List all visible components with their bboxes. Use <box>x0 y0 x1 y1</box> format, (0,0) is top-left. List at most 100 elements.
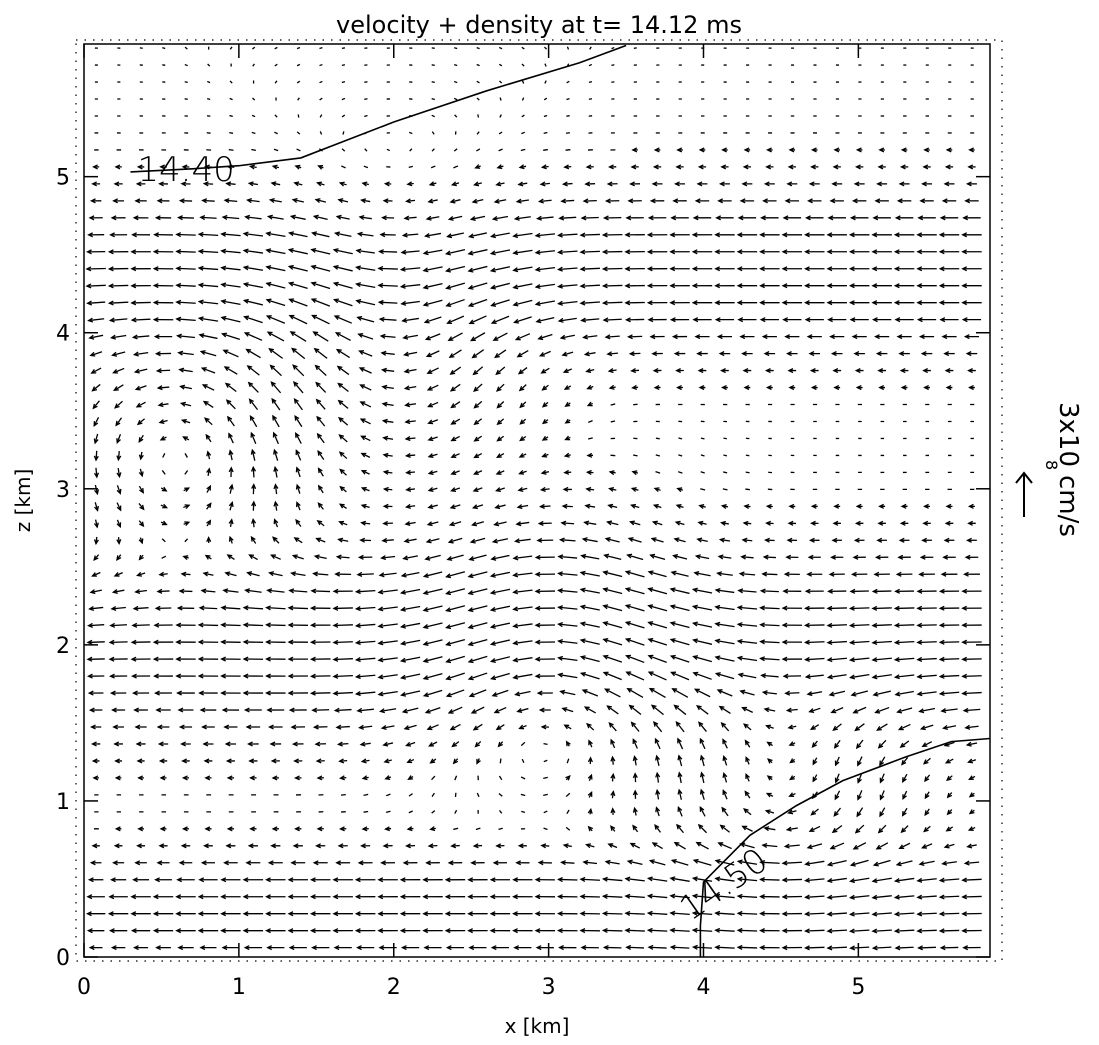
velocity-arrow <box>848 605 870 611</box>
velocity-arrow <box>250 431 257 445</box>
velocity-arrow <box>313 554 327 560</box>
velocity-arrow <box>831 824 843 834</box>
velocity-arrow <box>743 147 751 153</box>
velocity-arrow <box>557 300 578 306</box>
velocity-arrow <box>804 249 825 255</box>
velocity-arrow <box>804 674 824 680</box>
velocity-arrow <box>512 555 533 561</box>
velocity-arrow <box>206 115 211 117</box>
velocity-arrow <box>355 298 376 306</box>
velocity-arrow <box>537 198 552 204</box>
velocity-arrow <box>265 281 286 289</box>
velocity-arrow <box>765 164 774 170</box>
velocity-arrow <box>718 537 731 543</box>
velocity-arrow <box>312 860 328 866</box>
velocity-arrow <box>878 147 885 153</box>
velocity-arrow <box>155 707 171 713</box>
velocity-arrow <box>857 773 863 784</box>
velocity-arrow <box>182 555 189 561</box>
velocity-arrow <box>540 367 550 374</box>
velocity-arrow <box>272 431 280 445</box>
velocity-arrow <box>422 928 443 934</box>
velocity-arrow <box>116 485 122 495</box>
velocity-arrow <box>700 454 705 457</box>
velocity-arrow <box>630 164 639 170</box>
velocity-arrow <box>319 47 323 50</box>
velocity-arrow <box>380 724 395 730</box>
velocity-arrow <box>251 114 256 118</box>
velocity-arrow <box>159 775 167 781</box>
velocity-arrow <box>848 639 870 646</box>
velocity-arrow <box>781 605 803 611</box>
velocity-arrow <box>874 554 889 560</box>
velocity-arrow <box>311 945 330 951</box>
velocity-arrow <box>247 381 259 393</box>
velocity-arrow <box>200 367 216 374</box>
velocity-arrow <box>229 80 233 84</box>
velocity-arrow <box>157 402 169 408</box>
velocity-arrow <box>854 520 864 526</box>
velocity-arrow <box>876 181 888 187</box>
velocity-arrow <box>403 385 417 391</box>
velocity-arrow <box>961 232 982 238</box>
velocity-arrow <box>587 773 593 781</box>
velocity-arrow <box>179 401 192 407</box>
velocity-arrow <box>534 249 556 255</box>
velocity-arrow <box>714 317 735 323</box>
contour-label: 14.40 <box>137 150 234 190</box>
velocity-arrow <box>557 554 578 560</box>
velocity-arrow <box>360 435 371 442</box>
velocity-arrow <box>160 503 169 509</box>
velocity-arrow <box>580 317 600 323</box>
velocity-arrow <box>183 487 191 493</box>
velocity-arrow <box>563 469 572 475</box>
reference-vector: 3x10 8 cm/s <box>1015 402 1083 537</box>
velocity-arrow <box>378 572 397 578</box>
velocity-arrow <box>132 351 149 357</box>
velocity-arrow <box>425 215 440 221</box>
velocity-arrow <box>652 164 662 170</box>
velocity-arrow <box>879 756 886 767</box>
velocity-arrow <box>356 231 374 237</box>
velocity-arrow <box>854 824 865 834</box>
velocity-arrow <box>113 843 123 849</box>
velocity-arrow <box>199 350 217 357</box>
velocity-arrow <box>759 588 779 594</box>
velocity-arrow <box>764 368 774 374</box>
velocity-arrow <box>604 334 620 340</box>
velocity-arrow <box>296 46 301 50</box>
velocity-arrow <box>804 911 825 917</box>
velocity-arrow <box>130 249 151 255</box>
velocity-arrow <box>205 433 212 443</box>
velocity-arrow <box>699 788 705 800</box>
velocity-arrow <box>852 706 867 714</box>
velocity-arrow <box>273 518 279 528</box>
velocity-arrow <box>221 945 240 951</box>
velocity-arrow <box>557 317 577 323</box>
velocity-arrow <box>921 537 932 543</box>
velocity-arrow <box>699 754 705 767</box>
velocity-arrow <box>516 504 529 510</box>
velocity-arrow <box>86 249 106 255</box>
velocity-arrow <box>671 334 688 340</box>
velocity-arrow <box>287 639 309 645</box>
velocity-arrow <box>489 928 511 934</box>
velocity-arrow <box>902 790 908 801</box>
velocity-arrow <box>811 740 818 748</box>
velocity-arrow <box>409 131 413 135</box>
velocity-arrow <box>426 521 439 527</box>
velocity-arrow <box>176 877 195 883</box>
velocity-arrow <box>364 98 368 100</box>
velocity-arrow <box>857 756 863 767</box>
velocity-arrow <box>737 672 757 679</box>
velocity-arrow <box>450 435 460 442</box>
velocity-arrow <box>965 351 978 357</box>
velocity-arrow <box>401 317 419 323</box>
velocity-arrow <box>405 469 416 475</box>
velocity-arrow <box>543 793 548 797</box>
velocity-arrow <box>736 893 758 899</box>
velocity-arrow <box>449 504 461 510</box>
velocity-arrow <box>876 537 887 543</box>
velocity-arrow <box>871 674 892 680</box>
velocity-arrow <box>584 503 596 509</box>
